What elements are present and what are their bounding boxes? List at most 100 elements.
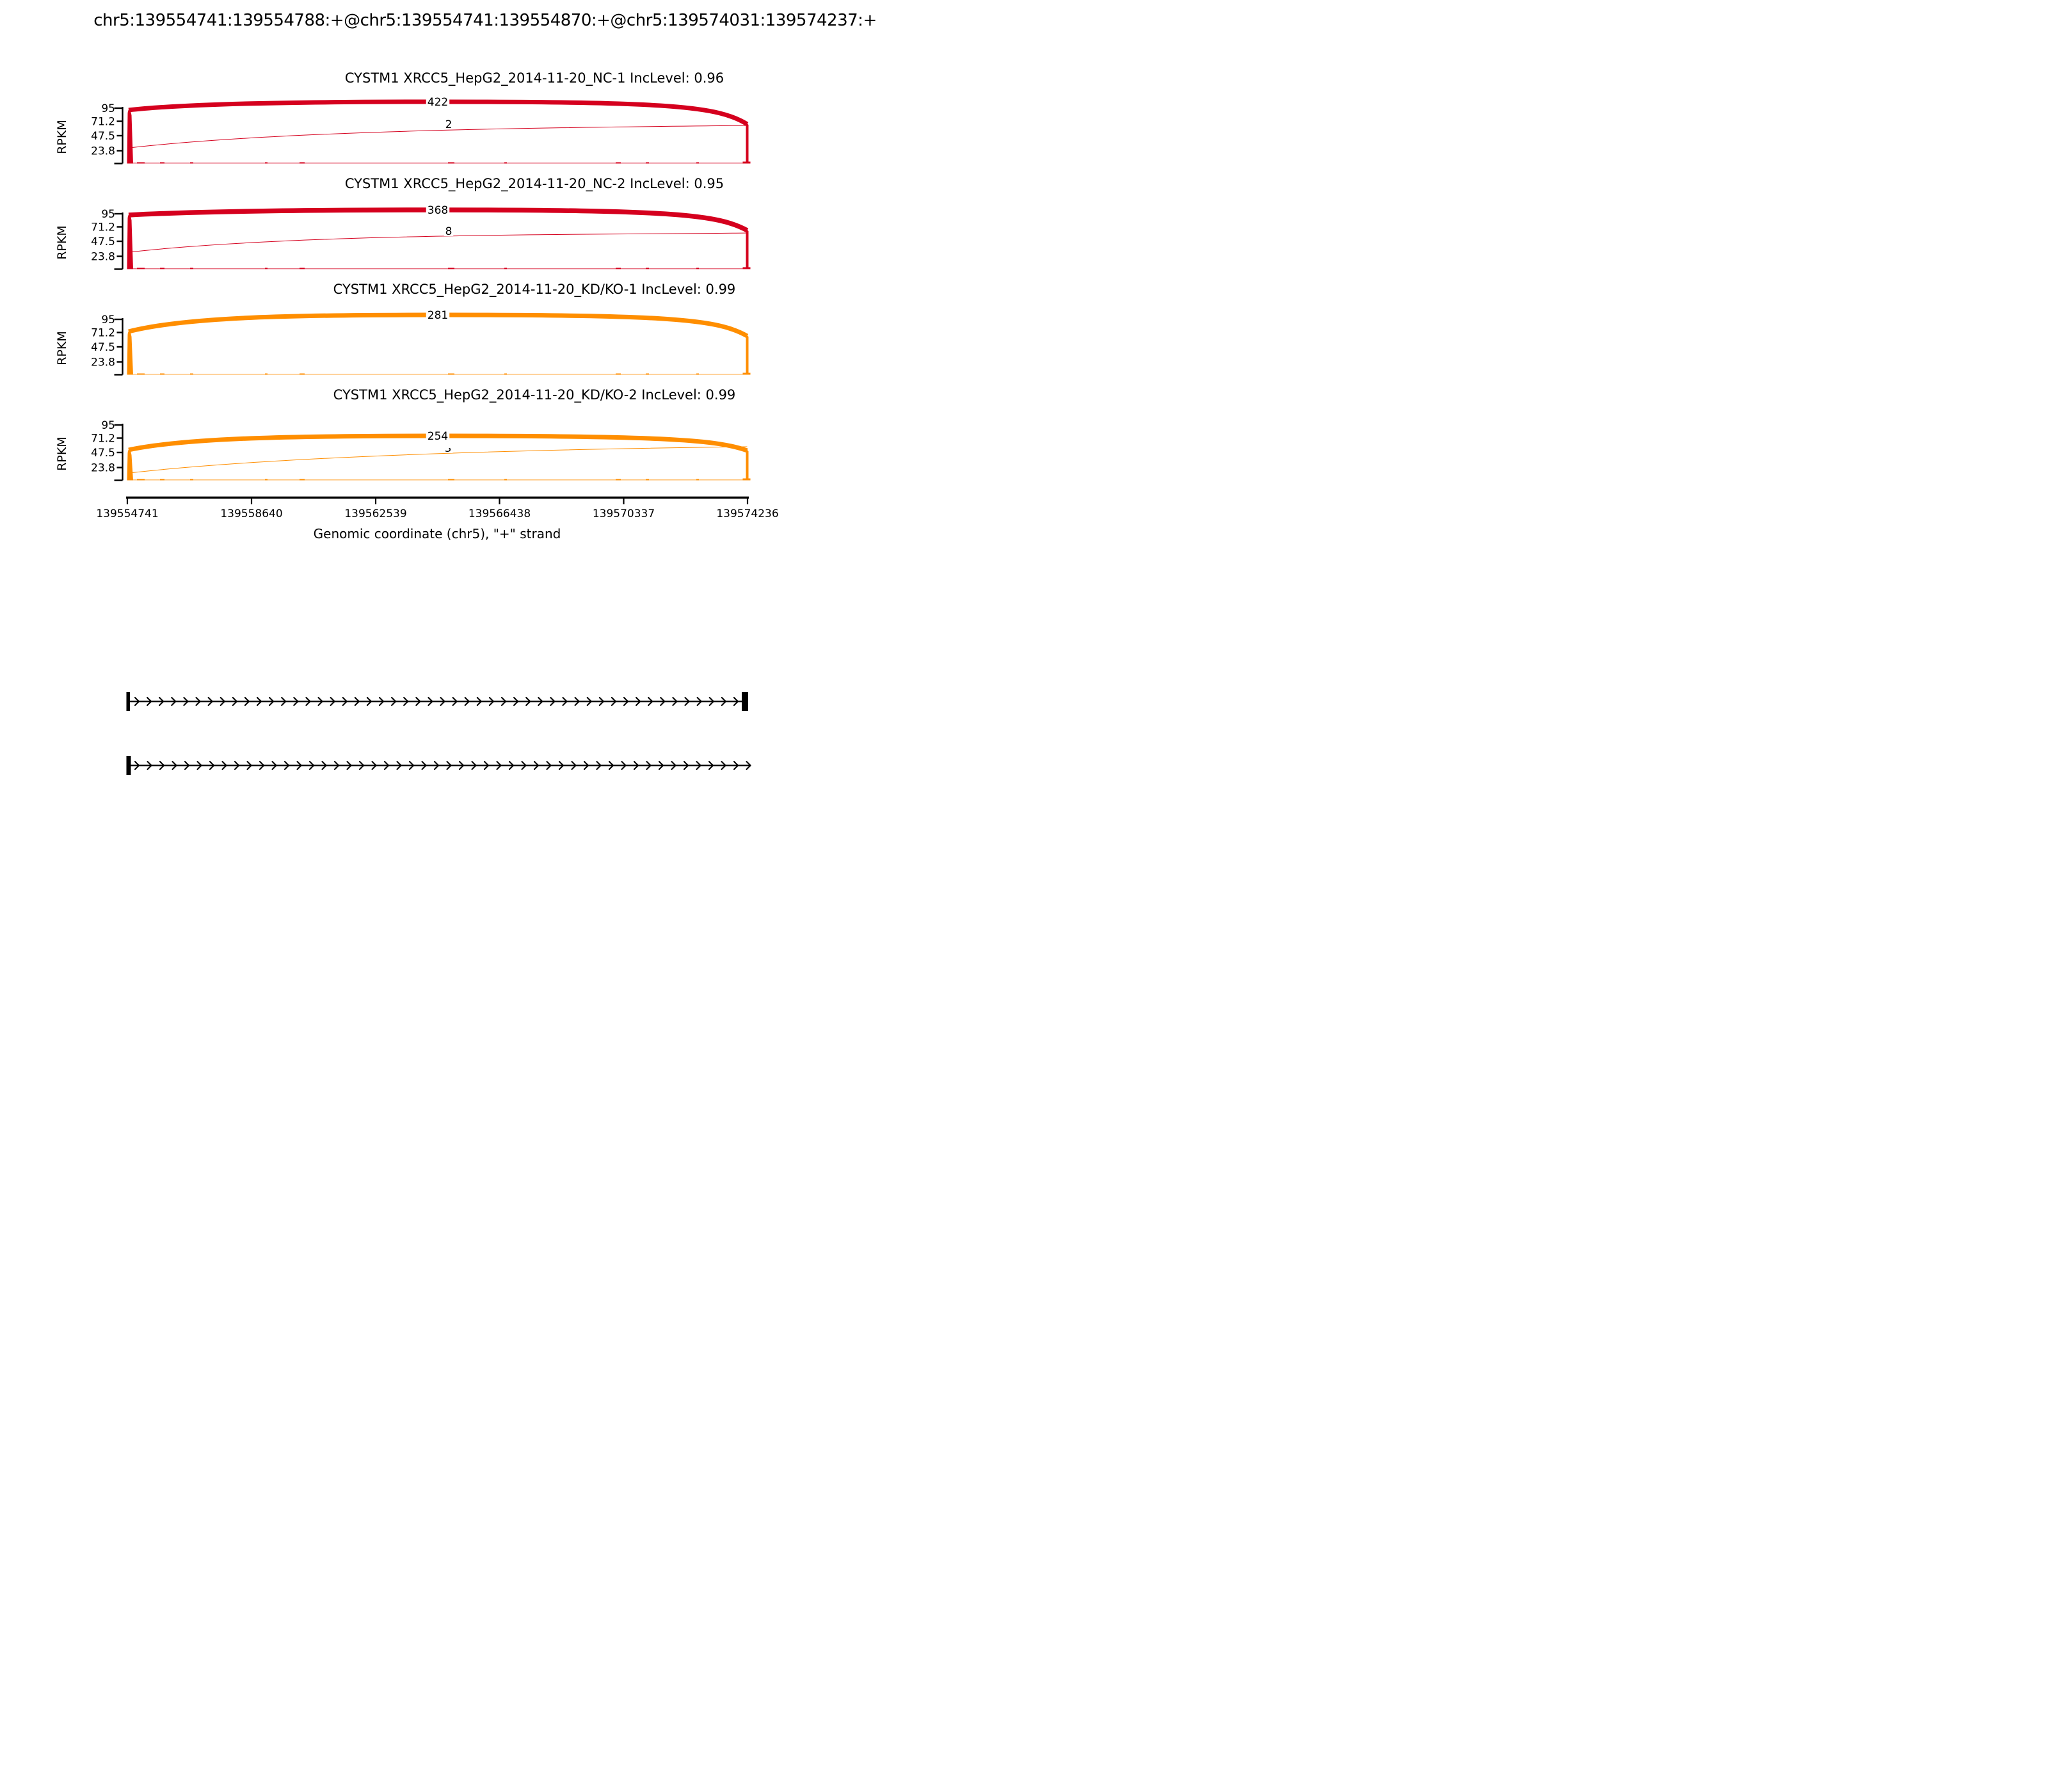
strand-arrow <box>207 696 214 707</box>
x-axis-title: Genomic coordinate (chr5), "+" strand <box>314 526 561 541</box>
strand-arrow <box>354 696 360 707</box>
strand-arrow <box>574 696 580 707</box>
coverage-noise <box>616 268 621 269</box>
strand-arrow <box>721 760 726 771</box>
strand-arrow <box>586 696 593 707</box>
strand-arrow <box>220 696 226 707</box>
coverage-noise <box>696 268 699 269</box>
inclusion-junction-count: 368 <box>428 204 448 217</box>
strand-arrow <box>621 760 627 771</box>
strand-arrow <box>159 760 165 771</box>
right-exon-coverage <box>746 122 749 164</box>
strand-arrow <box>234 760 240 771</box>
coverage-noise <box>190 268 193 269</box>
strand-arrow <box>421 760 427 771</box>
strand-arrow <box>746 760 751 771</box>
strand-direction-arrows <box>134 696 739 707</box>
strand-arrow <box>708 696 715 707</box>
track-title: CYSTM1 XRCC5_HepG2_2014-11-20_NC-1 IncLe… <box>345 70 724 86</box>
strand-arrow <box>396 760 402 771</box>
junction-label-gap <box>426 431 450 442</box>
right-exon-box <box>742 692 748 711</box>
strand-arrow <box>244 696 250 707</box>
strand-arrow <box>317 696 323 707</box>
strand-arrow <box>134 760 140 771</box>
coverage-noise <box>300 162 305 164</box>
strand-arrow <box>571 760 577 771</box>
y-tick-label: 71.2 <box>91 432 115 445</box>
coverage-noise <box>696 373 699 375</box>
x-tick-label: 139558640 <box>220 508 282 520</box>
y-tick-label: 95 <box>101 419 115 432</box>
x-tick-label: 139574236 <box>716 508 778 520</box>
strand-arrow <box>296 760 302 771</box>
x-tick-label: 139562539 <box>344 508 406 520</box>
coverage-noise <box>137 479 145 481</box>
strand-arrow <box>391 696 397 707</box>
skipping-junction-count: 3 <box>445 442 452 455</box>
skipping-junction-arc <box>129 125 748 148</box>
right-exon-coverage-foot <box>742 267 751 269</box>
track-title: CYSTM1 XRCC5_HepG2_2014-11-20_NC-2 IncLe… <box>345 176 724 192</box>
strand-arrow <box>721 696 727 707</box>
strand-arrow <box>321 760 327 771</box>
strand-arrow <box>733 696 739 707</box>
coverage-noise <box>300 479 305 481</box>
strand-arrow <box>533 760 540 771</box>
strand-arrow <box>440 696 445 707</box>
coverage-noise <box>137 373 145 375</box>
strand-arrow <box>366 696 372 707</box>
track-title: CYSTM1 XRCC5_HepG2_2014-11-20_KD/KO-2 In… <box>333 387 736 403</box>
strand-arrow <box>333 760 340 771</box>
strand-arrow <box>196 760 202 771</box>
strand-arrow <box>293 696 299 707</box>
strand-arrow <box>183 696 189 707</box>
y-tick-label: 23.8 <box>91 250 115 263</box>
coverage-noise <box>448 479 454 481</box>
coverage-noise <box>160 373 164 375</box>
strand-arrow <box>672 696 678 707</box>
y-tick-label: 71.2 <box>91 326 115 339</box>
junction-label-gap <box>426 97 450 108</box>
x-axis-ticks <box>126 497 749 504</box>
strand-arrow <box>733 760 739 771</box>
coverage-noise <box>137 268 145 269</box>
coverage-noise <box>190 162 193 164</box>
strand-arrow <box>232 696 238 707</box>
coverage-noise <box>448 268 454 269</box>
track-title: CYSTM1 XRCC5_HepG2_2014-11-20_KD/KO-1 In… <box>333 282 736 298</box>
y-tick-label: 71.2 <box>91 115 115 128</box>
strand-arrow <box>446 760 452 771</box>
junction-label-gap <box>444 120 454 129</box>
strand-arrow <box>246 760 252 771</box>
strand-arrow <box>546 760 552 771</box>
junction-label-gap <box>426 205 450 216</box>
coverage-noise <box>646 268 649 269</box>
coverage-noise <box>137 162 145 164</box>
strand-arrow <box>596 760 602 771</box>
strand-arrow <box>608 760 614 771</box>
y-axis-title: RPKM <box>55 120 69 154</box>
coverage-noise <box>190 479 193 481</box>
strand-arrow <box>209 760 215 771</box>
coverage-noise <box>504 373 507 375</box>
sashimi-plot-figure: chr5:139554741:139554788:+@chr5:13955474… <box>0 0 1024 896</box>
right-exon-coverage <box>746 228 749 269</box>
strand-arrow <box>508 760 515 771</box>
y-tick-label: 23.8 <box>91 461 115 474</box>
strand-arrow <box>346 760 352 771</box>
coverage-noise <box>160 479 164 481</box>
strand-arrow <box>671 760 676 771</box>
strand-arrow <box>696 760 701 771</box>
strand-arrow <box>562 696 568 707</box>
right-exon-coverage <box>746 334 749 375</box>
strand-arrow <box>172 760 177 771</box>
isoform-2-structure <box>126 756 751 775</box>
isoform-1-structure <box>126 692 748 711</box>
junction-label-gap <box>444 227 454 236</box>
strand-arrow <box>538 696 543 707</box>
